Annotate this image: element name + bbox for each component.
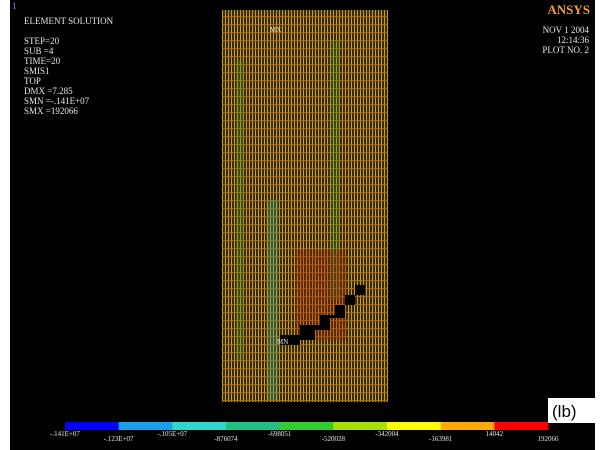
header-line: TOP [24,76,41,86]
header-line: SMX =192066 [24,106,78,116]
legend-label: -.141E+07 [50,430,80,438]
legend: -.141E+07 -.123E+07 -.105E+07 -876074 -69805… [50,422,559,443]
legend-label: -.123E+07 [104,435,134,443]
header-line: SUB =4 [24,46,54,56]
header-line: SMN =-.141E+07 [24,96,90,106]
legend-swatch [333,422,388,430]
mesh [222,10,388,402]
legend-label: -698051 [268,430,292,438]
legend-label: -342004 [375,430,399,438]
legend-label: -.105E+07 [157,430,187,438]
legend-label: -163981 [429,435,453,443]
legend-swatch [279,422,334,430]
legend-label: -876074 [214,435,238,443]
header-line: DMX =7.285 [24,86,73,96]
plot-number: PLOT NO. 2 [542,45,589,55]
unit-label: (lb) [552,402,577,421]
legend-swatch [387,422,442,430]
legend-swatch [226,422,281,430]
plot-time: 12:14:36 [557,35,590,45]
legend-swatch [118,422,173,430]
legend-swatch [494,422,549,430]
legend-label: 14042 [486,430,504,438]
max-marker: MX [270,26,281,34]
legend-swatch [172,422,227,430]
legend-swatch [440,422,495,430]
legend-label: -520028 [322,435,346,443]
window-number: 1 [12,1,17,11]
legend-label: 192066 [538,435,560,443]
header-line: SMIS1 [24,66,50,76]
plot-date: NOV 1 2004 [543,25,590,35]
min-marker: MN [277,338,288,346]
header-line: TIME=20 [24,56,61,66]
header-title: ELEMENT SOLUTION [24,16,114,26]
unit-box [548,398,595,423]
legend-swatch [65,422,120,430]
logo: ANSYS [547,2,590,17]
header-line: STEP=20 [24,36,60,46]
